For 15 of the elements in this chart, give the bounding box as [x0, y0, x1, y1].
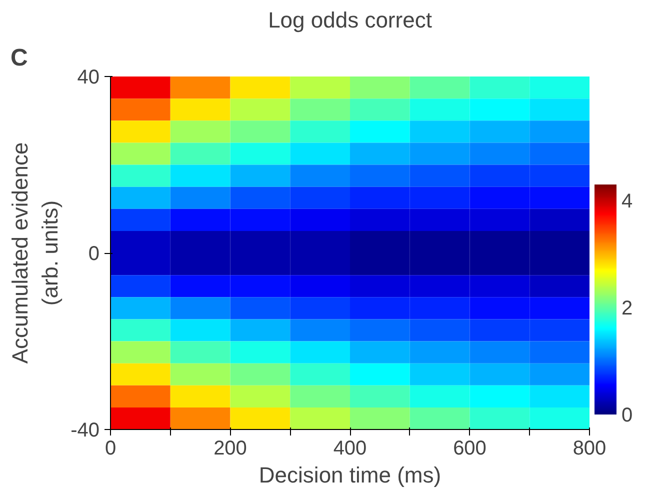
x-tick-label: 400: [333, 438, 367, 460]
color-bar-label: 2: [622, 298, 633, 320]
color-bar-label: 0: [622, 404, 633, 426]
y-tick-label: 40: [77, 66, 100, 88]
chart-title: Log odds correct: [268, 8, 432, 32]
x-tick-label: 200: [214, 438, 247, 460]
x-tick-label: 600: [453, 438, 486, 460]
y-tick-label: -40: [70, 420, 100, 442]
y-tick-label: 0: [88, 243, 100, 265]
x-tick-label: 0: [104, 438, 116, 460]
x-tick-label: 800: [572, 438, 606, 460]
text: C: [10, 44, 28, 72]
x-axis-title: Decision time (ms): [258, 462, 442, 488]
color-bar-label: 4: [622, 190, 633, 213]
y-axis-title: Accumulated evidence (arb. units): [8, 142, 63, 364]
